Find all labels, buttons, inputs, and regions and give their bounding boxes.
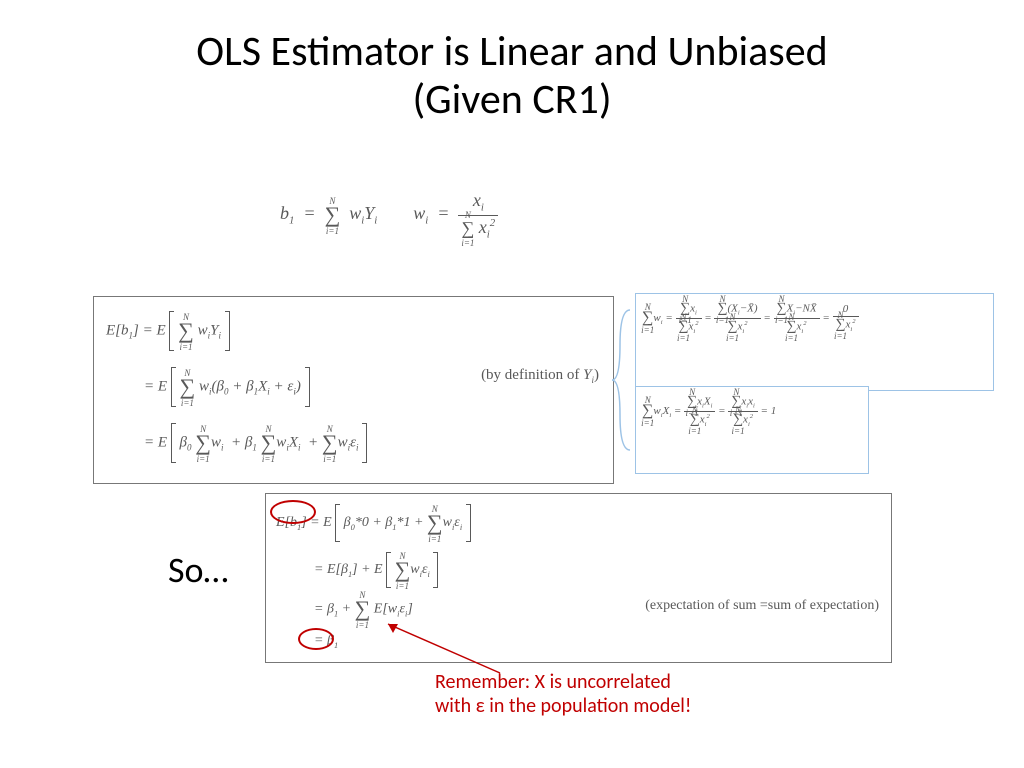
brace-connector bbox=[608, 305, 638, 455]
annotation-2: (expectation of sum =sum of expectation) bbox=[645, 598, 879, 614]
side-derivation-2: N∑i=1wiXi = N∑i=1xiXi N∑i=1xi2 = N∑i=1xi… bbox=[635, 386, 869, 474]
derivation-box-1: E[b1] = E N∑i=1 wiYi = E N∑i=1 wi(β0 + β… bbox=[93, 296, 614, 484]
title-line-2: (Given CR1) bbox=[412, 74, 611, 125]
side-derivation-1: N∑i=1wi = N∑i=1xi N∑i=1xi2 = N∑i=1(Xi−X̄… bbox=[635, 293, 994, 391]
derivation-box-2: E[b1] = E β0*0 + β1*1 + N∑i=1wiεi = E[β1… bbox=[265, 493, 892, 663]
so-text: So… bbox=[168, 548, 228, 592]
red-circle-1 bbox=[270, 500, 316, 524]
red-circle-2 bbox=[298, 628, 334, 650]
red-note-line2: with ε in the population model! bbox=[435, 694, 691, 718]
title-line-1: OLS Estimator is Linear and Unbiased bbox=[196, 26, 827, 77]
red-note: Remember: X is uncorrelated with ε in th… bbox=[435, 670, 691, 718]
red-note-line1: Remember: X is uncorrelated bbox=[435, 670, 671, 694]
slide-title: OLS Estimator is Linear and Unbiased (Gi… bbox=[0, 0, 1024, 125]
top-equations: b1 = N∑i=1 wiYi wi = xi N∑i=1 xi2 bbox=[280, 190, 498, 240]
annotation-1: (by definition of bbox=[481, 367, 583, 383]
red-arrow bbox=[380, 618, 520, 678]
